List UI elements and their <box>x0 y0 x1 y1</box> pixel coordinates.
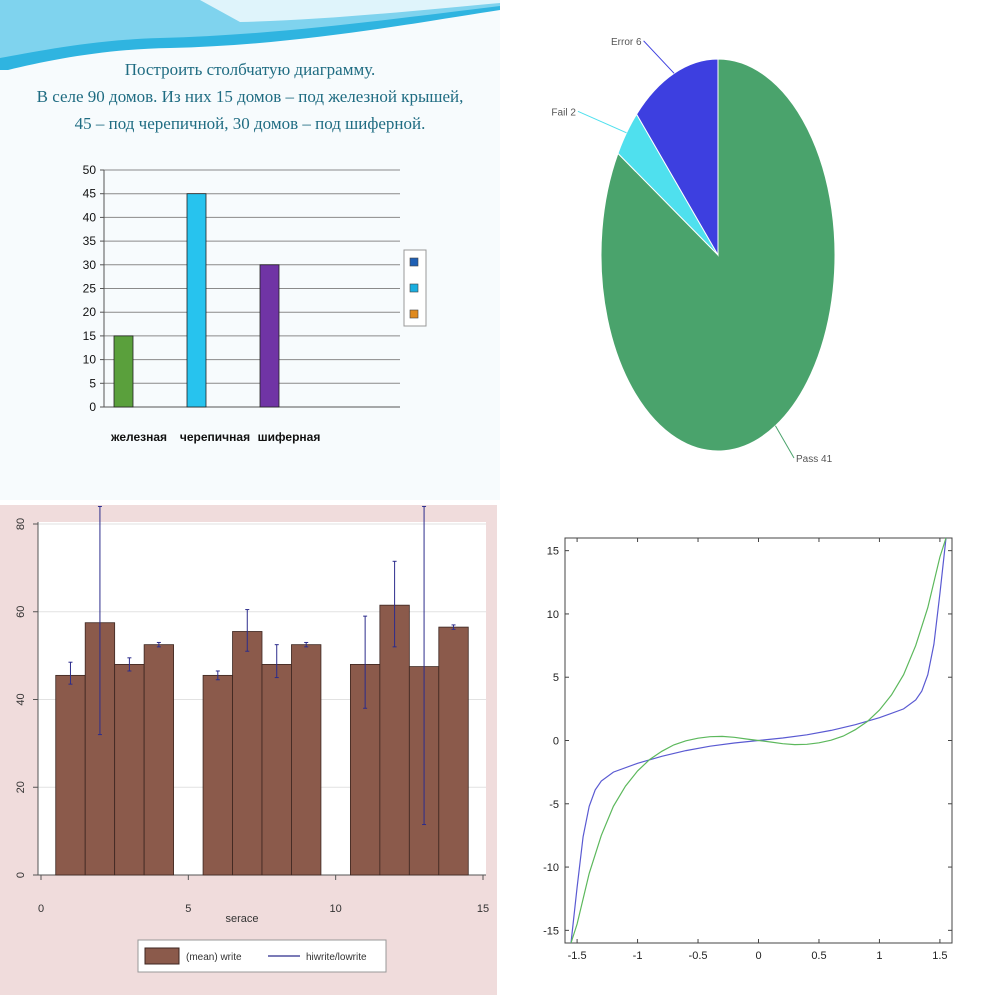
bar <box>291 644 322 876</box>
pie-leader-line <box>774 425 795 459</box>
bar <box>55 674 86 876</box>
bar <box>202 674 233 876</box>
y-tick-label: 15 <box>547 546 559 558</box>
y-tick-label: 5 <box>89 376 96 390</box>
y-tick-label: 5 <box>553 672 559 684</box>
x-tick-label: 5 <box>185 903 191 915</box>
legend-swatch <box>409 257 419 267</box>
y-tick-label: -10 <box>543 862 559 874</box>
y-tick-label: 40 <box>15 693 27 705</box>
category-label: шиферная <box>258 430 321 444</box>
bar <box>261 663 292 876</box>
y-tick-label: 45 <box>83 187 97 201</box>
y-tick-label: 50 <box>83 163 97 177</box>
legend-label: hiwrite/lowrite <box>306 952 367 963</box>
y-tick-label: 0 <box>89 400 96 414</box>
legend-swatch <box>409 309 419 319</box>
y-tick-label: 10 <box>83 353 97 367</box>
bar <box>114 663 145 876</box>
bar <box>259 264 280 408</box>
slide-title: Построить столбчатую диаграмму. В селе 9… <box>0 56 500 137</box>
bar <box>143 644 174 876</box>
legend-swatch <box>409 283 419 293</box>
y-tick-label: -15 <box>543 925 559 937</box>
x-tick-label: 1 <box>876 950 882 962</box>
y-tick-label: 80 <box>15 518 27 530</box>
y-tick-label: 30 <box>83 258 97 272</box>
x-tick-label: 10 <box>330 903 342 915</box>
slide-title-line: 45 – под черепичной, 30 домов – под шифе… <box>74 114 426 133</box>
bar <box>113 335 134 408</box>
series-line <box>570 537 947 944</box>
category-label: железная <box>110 430 167 444</box>
y-tick-label: 0 <box>15 872 27 878</box>
bar <box>186 193 207 408</box>
x-tick-label: 1.5 <box>932 950 947 962</box>
slide-title-line: В селе 90 домов. Из них 15 домов – под ж… <box>36 87 464 106</box>
y-tick-label: 35 <box>83 234 97 248</box>
bar <box>379 604 410 876</box>
y-tick-label: 10 <box>547 609 559 621</box>
category-label: черепичная <box>180 430 250 444</box>
pie-panel: Pass 41 Fail 2 Error 6 <box>500 0 1000 500</box>
y-tick-label: 0 <box>553 736 559 748</box>
legend-swatch <box>144 947 180 965</box>
y-tick-label: 15 <box>83 329 97 343</box>
y-tick-label: 60 <box>15 606 27 618</box>
line-panel: -1.5 -1 -0.5 0 0.5 1 1.5 -15 -10 -5 0 5 10 15 <box>500 500 1000 1000</box>
x-tick-label: 15 <box>477 903 489 915</box>
legend-label: (mean) write <box>186 952 242 963</box>
pie-slice-label: Fail 2 <box>551 107 576 118</box>
bar <box>232 631 263 876</box>
roof-bar-chart: 0 5 10 15 20 25 30 35 40 45 50 железная черепичная ши… <box>83 163 427 444</box>
x-tick-label: -1.5 <box>568 950 587 962</box>
pie-slice-label: Pass 41 <box>796 454 833 465</box>
pie-slice-label: Error 6 <box>611 37 642 48</box>
pie-leader-line <box>643 40 675 74</box>
y-tick-label: -5 <box>549 799 559 811</box>
bar <box>438 626 469 876</box>
x-tick-label: 0.5 <box>811 950 826 962</box>
pie-leader-line <box>577 110 627 134</box>
x-axis-label: serace <box>225 913 258 925</box>
slide-title-line: Построить столбчатую диаграмму. <box>124 60 376 79</box>
curve-line-plot: -1.5 -1 -0.5 0 0.5 1 1.5 -15 -10 -5 0 5 10 15 <box>543 537 953 962</box>
pie-slice <box>636 58 719 257</box>
slide-wave-decoration <box>0 0 500 70</box>
x-tick-label: 0 <box>755 950 761 962</box>
errorbar-panel: 0 20 40 60 80 0 5 10 15 serace (mean) write hiwrite… <box>0 500 500 1000</box>
y-tick-label: 40 <box>83 210 97 224</box>
y-tick-label: 20 <box>15 781 27 793</box>
test-results-pie-chart: Pass 41 Fail 2 Error 6 <box>551 37 836 465</box>
slide-panel: Построить столбчатую диаграмму. В селе 9… <box>0 0 500 500</box>
x-tick-label: 0 <box>38 903 44 915</box>
y-tick-label: 20 <box>83 305 97 319</box>
x-tick-label: -0.5 <box>689 950 708 962</box>
y-tick-label: 25 <box>83 282 97 296</box>
x-tick-label: -1 <box>633 950 643 962</box>
mean-write-bar-chart: 0 20 40 60 80 0 5 10 15 serace (mean) write hiwrite… <box>0 505 497 995</box>
